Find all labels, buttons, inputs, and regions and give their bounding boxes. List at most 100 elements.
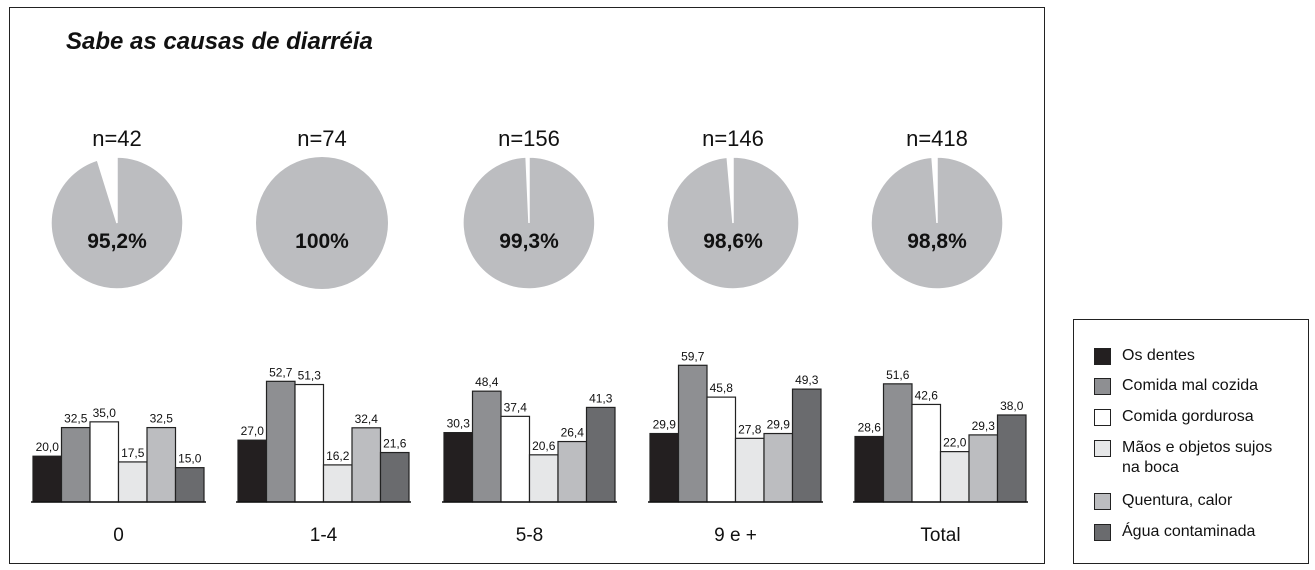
legend-item: Os dentes [1094,346,1292,366]
pie-value-label: 98,6% [703,230,763,253]
bar-value-label: 45,8 [710,381,734,395]
bar-value-label: 27,8 [738,422,762,436]
bar [322,464,353,503]
bar-value-label: 35,0 [93,406,117,420]
bar-value-label: 27,0 [241,424,265,438]
bar-value-label: 29,9 [653,418,677,432]
bar-value-label: 30,3 [447,417,471,431]
legend-label: Comida gordurosa [1122,408,1254,425]
legend-swatch [1094,348,1111,365]
bar [557,440,588,503]
bar [146,426,177,503]
pie-value-label: 99,3% [499,230,559,253]
legend-item: Comida gordurosa [1094,407,1292,427]
pie-slice [666,156,800,290]
legend-swatch [1094,409,1111,426]
bar [117,461,148,503]
bar-value-label: 26,4 [561,426,585,440]
pie-value-label: 98,8% [907,230,967,253]
pie-slice [462,156,596,290]
bar [911,403,942,503]
pie-value-label: 100% [295,230,349,253]
pie-value-label: 95,2% [87,230,147,253]
bar [32,455,63,503]
bar-value-label: 59,7 [681,349,705,363]
bar-value-label: 32,4 [355,412,379,426]
bar [500,415,531,503]
bar [294,383,325,503]
bar-value-label: 20,6 [532,439,556,453]
legend-label: Comida mal cozida [1122,377,1259,394]
bar [706,396,737,503]
bar [174,467,205,503]
bar [734,437,765,503]
bar-value-label: 32,5 [150,412,174,426]
pie-n-label: n=146 [702,126,764,151]
bar [939,451,970,503]
legend-item: Mãos e objetos sujos na boca [1094,438,1292,478]
legend-swatch [1094,493,1111,510]
legend-label: Mãos e objetos sujos na boca [1122,439,1273,476]
bar-value-label: 52,7 [269,365,293,379]
pie-n-label: n=418 [906,126,968,151]
bar-value-label: 17,5 [121,446,145,460]
bar-value-label: 32,5 [64,412,88,426]
bar-value-label: 42,6 [915,388,939,402]
category-label: Total [920,525,960,546]
legend-swatch [1094,440,1111,457]
bar-value-label: 20,0 [36,440,60,454]
bar [471,390,502,503]
bar [89,421,120,503]
bar [996,414,1027,503]
legend-label: Água contaminada [1122,523,1256,540]
bar-value-label: 49,3 [795,373,819,387]
bar [882,383,913,503]
bar-value-label: 15,0 [178,452,202,466]
pie-n-label: n=42 [92,126,142,151]
legend-item: Comida mal cozida [1094,376,1292,396]
bar [791,388,822,503]
bar-value-label: 29,9 [767,418,791,432]
bar-value-label: 51,6 [886,368,910,382]
bar [968,434,999,503]
legend-item: Água contaminada [1094,522,1292,542]
bar-value-label: 22,0 [943,436,967,450]
bar-value-label: 38,0 [1000,399,1024,413]
legend: Os dentes Comida mal cozida Comida gorduro… [1073,319,1309,564]
bar [763,432,794,503]
bar [265,380,296,503]
bar-value-label: 29,3 [972,419,996,433]
legend-item: Quentura, calor [1094,491,1292,511]
pie-slice [870,156,1004,290]
bar [379,451,410,503]
bar-value-label: 16,2 [326,449,350,463]
bar-value-label: 41,3 [589,391,613,405]
bar [237,439,268,503]
pie-slice [256,157,388,289]
bar [854,435,885,503]
bar [351,427,382,503]
legend-swatch [1094,378,1111,395]
bar [649,432,680,503]
chart-frame [9,7,1045,564]
bar [528,454,559,503]
pie-n-label: n=74 [297,126,347,151]
bar [677,364,708,503]
bar [585,406,616,503]
category-label: 9 e + [714,525,757,546]
bar-value-label: 28,6 [858,421,882,435]
chart-title: Sabe as causas de diarréia [66,28,373,55]
pie-n-label: n=156 [498,126,560,151]
bar-value-label: 48,4 [475,375,499,389]
category-label: 1-4 [310,525,338,546]
bar-value-label: 21,6 [383,437,407,451]
bar [60,426,91,503]
bar-value-label: 37,4 [504,400,528,414]
category-label: 5-8 [516,525,543,546]
legend-swatch [1094,524,1111,541]
bar [443,432,474,503]
legend-label: Os dentes [1122,347,1195,364]
legend-label: Quentura, calor [1122,492,1233,509]
bar-value-label: 51,3 [298,369,322,383]
